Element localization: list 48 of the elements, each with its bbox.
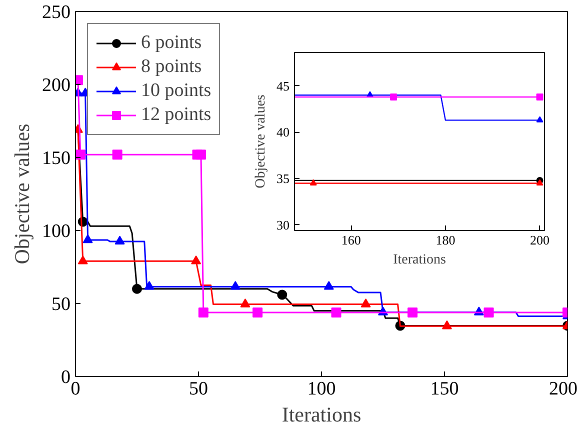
- x-tick-label: 160: [341, 232, 361, 248]
- point: [82, 234, 93, 244]
- point: [196, 150, 206, 160]
- point: [536, 179, 544, 186]
- x-tick-label: 200: [530, 232, 550, 248]
- point: [360, 298, 371, 308]
- point: [198, 308, 208, 318]
- y-tick-label: 250: [42, 2, 70, 23]
- point: [252, 308, 263, 318]
- y-tick-label: 50: [52, 294, 70, 315]
- x-tick-label: 180: [436, 232, 456, 248]
- y-axis-title: Objective values: [10, 124, 34, 264]
- point: [191, 255, 202, 264]
- point: [114, 236, 125, 245]
- legend-label: 6 points: [141, 32, 202, 54]
- point: [76, 150, 86, 160]
- y-tick-label: 30: [276, 217, 290, 232]
- x-tick-label: 50: [189, 378, 208, 400]
- point: [310, 179, 317, 186]
- point: [240, 298, 250, 308]
- y-tick-label: 40: [276, 124, 290, 140]
- y-tick-label: 200: [42, 75, 70, 96]
- point: [390, 94, 398, 100]
- point: [536, 94, 544, 100]
- x-tick-label: 100: [307, 378, 336, 400]
- y-tick-label: 150: [42, 148, 70, 169]
- point: [277, 290, 288, 300]
- x-axis-title: Iterations: [393, 252, 446, 268]
- point: [144, 281, 154, 290]
- point: [112, 150, 122, 160]
- y-axis-title: Objective values: [254, 94, 268, 188]
- point: [536, 116, 544, 122]
- y-tick-label: 35: [276, 171, 290, 186]
- y-tick-label: 45: [276, 78, 290, 94]
- point: [132, 284, 142, 294]
- x-tick-label: 200: [549, 378, 577, 400]
- x-tick-label: 150: [430, 378, 459, 400]
- x-axis-title: Iterations: [282, 402, 362, 426]
- legend-label: 10 points: [141, 80, 212, 102]
- point: [408, 308, 418, 318]
- point: [484, 308, 494, 318]
- legend-label: 12 points: [141, 104, 212, 126]
- point: [78, 255, 88, 264]
- point: [331, 308, 342, 318]
- point: [324, 281, 334, 290]
- legend-label: 8 points: [141, 56, 202, 78]
- point: [230, 281, 240, 290]
- point: [442, 320, 452, 330]
